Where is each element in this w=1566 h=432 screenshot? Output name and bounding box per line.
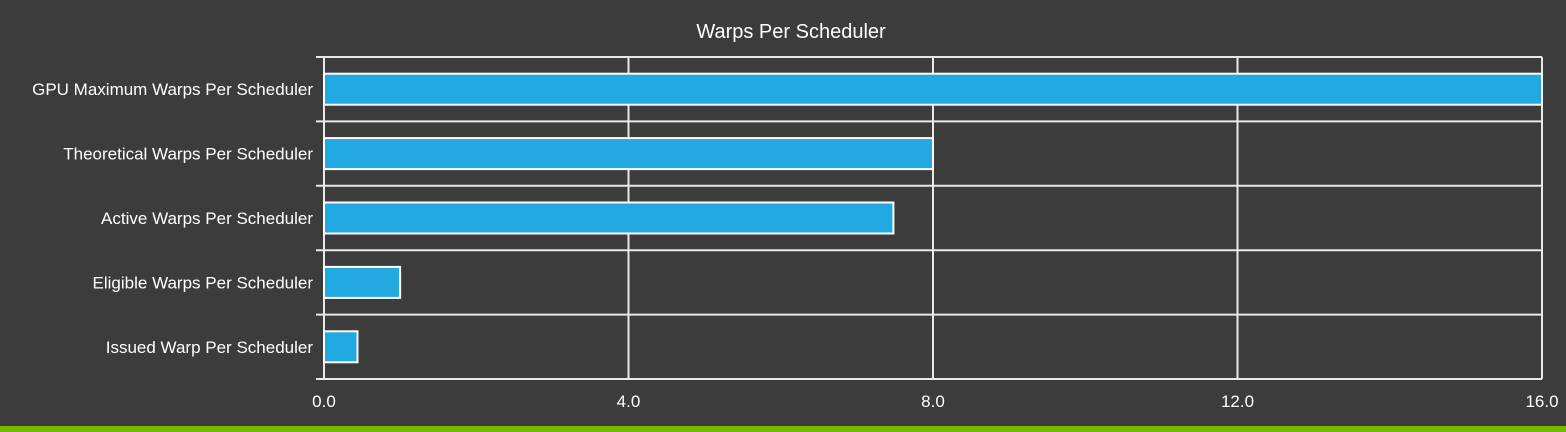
chart-title: Warps Per Scheduler xyxy=(696,21,886,43)
label-layer: GPU Maximum Warps Per Scheduler Theoretic… xyxy=(32,80,313,357)
bar xyxy=(323,265,402,299)
x-tick-label: 8.0 xyxy=(921,392,945,411)
category-label: Active Warps Per Scheduler xyxy=(101,209,313,228)
category-label: Issued Warp Per Scheduler xyxy=(106,338,314,357)
x-tick-label: 12.0 xyxy=(1221,392,1254,411)
category-label: Theoretical Warps Per Scheduler xyxy=(63,145,313,164)
bottom-accent-bar xyxy=(0,426,1566,432)
bar xyxy=(323,72,1543,106)
category-label: Eligible Warps Per Scheduler xyxy=(93,273,314,292)
x-tick-label: 0.0 xyxy=(312,392,336,411)
bar-layer xyxy=(323,72,1543,364)
x-tick-label: 16.0 xyxy=(1525,392,1558,411)
category-label: GPU Maximum Warps Per Scheduler xyxy=(32,80,313,99)
bar xyxy=(323,330,359,364)
grid-layer xyxy=(316,56,1543,380)
bar xyxy=(323,201,895,235)
tick-layer: 0.0 4.0 8.0 12.0 16.0 xyxy=(312,392,1558,411)
x-tick-label: 4.0 xyxy=(617,392,641,411)
bar xyxy=(323,137,934,171)
